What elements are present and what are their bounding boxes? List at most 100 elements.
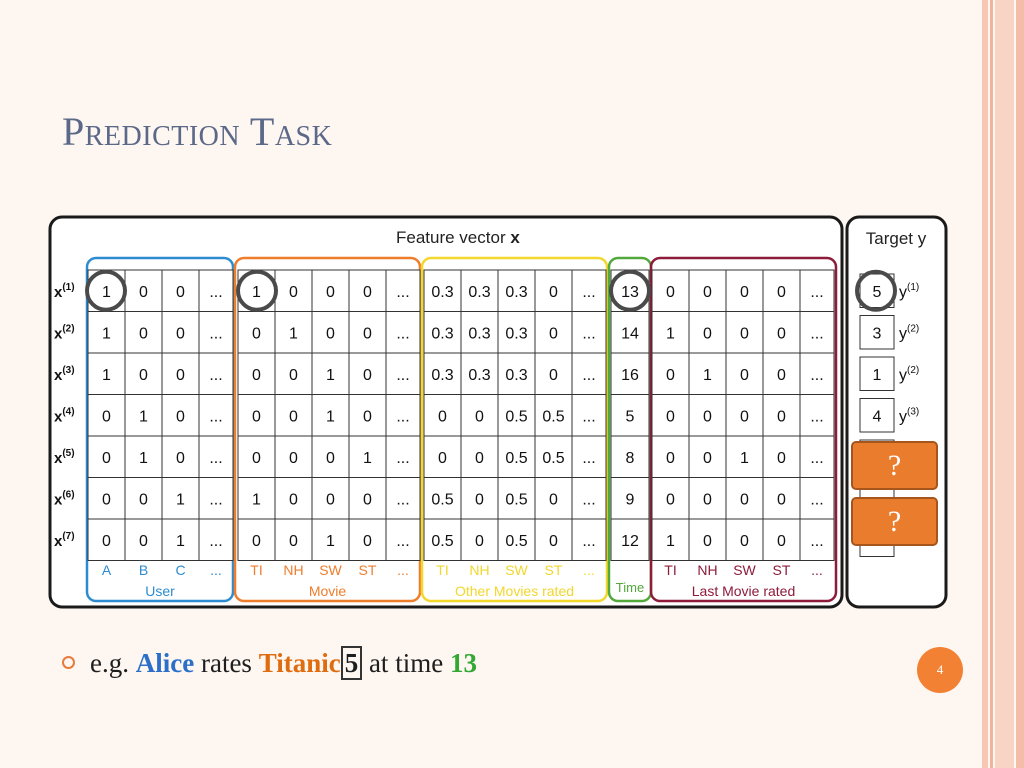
- cell-value: 0: [666, 408, 675, 425]
- cell-value: 0: [102, 450, 111, 467]
- cell-value: 0: [666, 491, 675, 508]
- cell-value: ...: [396, 408, 409, 425]
- group-label-movie: Movie: [309, 583, 347, 599]
- cell-value: 0: [363, 408, 372, 425]
- matrix-cell: [198, 477, 234, 520]
- cell-value: 0: [549, 491, 558, 508]
- matrix-cell: [610, 518, 650, 561]
- cell-value: 0: [666, 450, 675, 467]
- decorative-border-stripe: [995, 0, 1014, 768]
- cell-value: 0: [777, 533, 786, 550]
- cell-value: 0: [102, 491, 111, 508]
- group-frame-last: [649, 256, 838, 603]
- matrix-cell: [460, 477, 499, 520]
- cell-value: ...: [582, 491, 595, 508]
- column-label: A: [102, 562, 112, 578]
- cell-value: 0: [176, 284, 185, 301]
- unknown-target-box: ?: [851, 441, 938, 490]
- matrix-cell: [385, 435, 421, 478]
- matrix-cell: [385, 311, 421, 354]
- cell-value: ...: [209, 491, 222, 508]
- column-label: C: [175, 562, 185, 578]
- matrix-cell: [688, 394, 727, 437]
- matrix-cell: [348, 394, 387, 437]
- cell-value: 1: [740, 450, 749, 467]
- matrix-cell: [534, 311, 573, 354]
- matrix-cell: [385, 394, 421, 437]
- matrix-cell: [571, 311, 607, 354]
- cell-value: 0: [703, 284, 712, 301]
- cell-value: 0: [703, 450, 712, 467]
- matrix-cell: [311, 518, 350, 561]
- matrix-cell: [571, 352, 607, 395]
- matrix-cell: [762, 477, 801, 520]
- target-value: 3: [873, 325, 882, 342]
- matrix-cell: [688, 311, 727, 354]
- bullet-prefix: e.g.: [90, 648, 136, 678]
- cell-value: 0: [549, 325, 558, 342]
- cell-value: 0: [777, 284, 786, 301]
- matrix-cell: [348, 435, 387, 478]
- cell-value: ...: [582, 367, 595, 384]
- matrix-cell: [497, 518, 536, 561]
- matrix-cell: [762, 352, 801, 395]
- matrix-cell: [161, 269, 200, 312]
- matrix-cell: [237, 394, 276, 437]
- cell-value: 14: [621, 325, 639, 342]
- cell-value: 0: [363, 284, 372, 301]
- cell-value: ...: [582, 325, 595, 342]
- bullet-verb: rates: [194, 648, 259, 678]
- column-label: ST: [359, 562, 377, 578]
- column-label: ...: [811, 562, 823, 578]
- cell-value: 0.3: [468, 325, 490, 342]
- cell-value: 0: [740, 533, 749, 550]
- cell-value: 0: [777, 325, 786, 342]
- cell-value: ...: [810, 450, 823, 467]
- group-label-other: Other Movies rated: [455, 583, 574, 599]
- cell-value: 1: [139, 450, 148, 467]
- decorative-border-stripe: [1016, 0, 1024, 768]
- cell-value: 0: [703, 533, 712, 550]
- cell-value: 0: [102, 533, 111, 550]
- decorative-border-stripe: [990, 0, 993, 768]
- matrix-cell: [688, 518, 727, 561]
- cell-value: ...: [810, 533, 823, 550]
- matrix-cell: [311, 435, 350, 478]
- cell-value: ...: [209, 533, 222, 550]
- bullet-rating: 5: [340, 646, 363, 680]
- matrix-cell: [385, 477, 421, 520]
- cell-value: 0: [326, 325, 335, 342]
- matrix-cell: [762, 435, 801, 478]
- cell-value: 1: [139, 408, 148, 425]
- cell-value: 0: [438, 408, 447, 425]
- matrix-cell: [571, 269, 607, 312]
- cell-value: 1: [289, 325, 298, 342]
- cell-value: 0: [289, 408, 298, 425]
- matrix-cell: [460, 311, 499, 354]
- cell-value: 0: [740, 408, 749, 425]
- cell-value: 1: [666, 533, 675, 550]
- cell-value: 0: [666, 284, 675, 301]
- cell-value: 1: [102, 284, 111, 301]
- cell-value: ...: [396, 491, 409, 508]
- cell-value: 0.5: [542, 450, 564, 467]
- matrix-cell: [198, 352, 234, 395]
- matrix-cell: [198, 269, 234, 312]
- cell-value: 0: [475, 491, 484, 508]
- matrix-cell: [274, 352, 313, 395]
- matrix-cell: [423, 311, 462, 354]
- cell-value: 0: [740, 491, 749, 508]
- cell-value: 0: [438, 450, 447, 467]
- cell-value: 0: [176, 367, 185, 384]
- matrix-cell: [610, 477, 650, 520]
- column-label: NH: [283, 562, 303, 578]
- column-label: B: [139, 562, 148, 578]
- matrix-cell: [651, 394, 690, 437]
- cell-value: 0: [139, 491, 148, 508]
- cell-value: 0.5: [505, 408, 527, 425]
- matrix-cell: [799, 269, 835, 312]
- matrix-cell: [385, 352, 421, 395]
- cell-value: 1: [326, 367, 335, 384]
- column-label: ST: [545, 562, 563, 578]
- cell-value: 16: [621, 367, 639, 384]
